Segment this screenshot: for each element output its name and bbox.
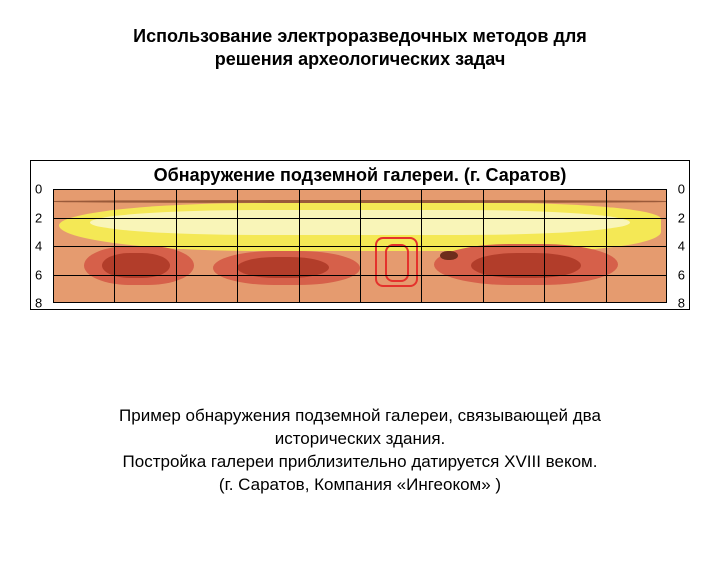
grid-h-8 — [53, 302, 667, 303]
chart-title: Обнаружение подземной галереи. (г. Сарат… — [31, 161, 689, 188]
ytick-right-4: 4 — [678, 239, 685, 254]
ytick-right-2: 2 — [678, 210, 685, 225]
grid-h-0 — [53, 189, 667, 190]
ytick-left-4: 4 — [35, 239, 42, 254]
grid-h-2 — [53, 218, 667, 219]
caption-line-2: исторических здания. — [275, 429, 446, 448]
heading-line-2: решения археологических задач — [215, 49, 506, 69]
caption: Пример обнаружения подземной галереи, св… — [0, 405, 720, 497]
ytick-right-6: 6 — [678, 267, 685, 282]
caption-line-3: Постройка галереи приблизительно датируе… — [123, 452, 598, 471]
ytick-left-0: 0 — [35, 182, 42, 197]
heading-line-1: Использование электроразведочных методов… — [133, 26, 587, 46]
slide-heading: Использование электроразведочных методов… — [0, 25, 720, 72]
ytick-left-8: 8 — [35, 296, 42, 311]
chart-container: Обнаружение подземной галереи. (г. Сарат… — [30, 160, 690, 310]
ytick-right-8: 8 — [678, 296, 685, 311]
ytick-left-2: 2 — [35, 210, 42, 225]
grid-h-4 — [53, 246, 667, 247]
plot-area: 0 2 4 6 8 0 2 4 6 8 — [53, 189, 667, 303]
caption-line-1: Пример обнаружения подземной галереи, св… — [119, 406, 601, 425]
anomaly-inner — [385, 244, 410, 283]
ytick-right-0: 0 — [678, 182, 685, 197]
spot-1 — [440, 251, 458, 260]
grid-h-6 — [53, 275, 667, 276]
ytick-left-6: 6 — [35, 267, 42, 282]
caption-line-4: (г. Саратов, Компания «Ингеоком» ) — [219, 475, 501, 494]
